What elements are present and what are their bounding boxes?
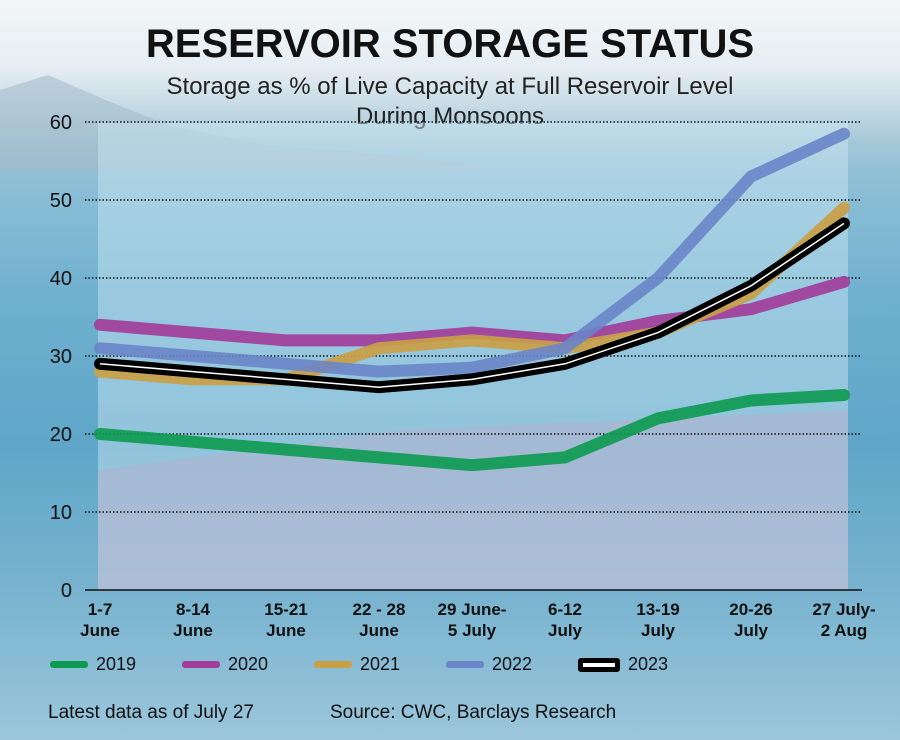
chart-subtitle: Storage as % of Live Capacity at Full Re… — [0, 72, 900, 132]
legend-item-2022: 2022 — [446, 654, 578, 675]
x-tick-label: 15-21 — [264, 600, 307, 619]
legend-item-2019: 2019 — [50, 654, 182, 675]
x-tick-label: 20-26 — [729, 600, 772, 619]
legend-label: 2022 — [492, 654, 533, 674]
y-tick-label: 30 — [50, 346, 72, 368]
x-tick-label: 5 July — [448, 621, 497, 640]
legend-label: 2019 — [96, 654, 137, 674]
y-tick-label: 50 — [50, 190, 72, 212]
y-tick-label: 40 — [50, 268, 72, 290]
x-tick-label: 13-19 — [636, 600, 679, 619]
legend-swatch — [314, 661, 352, 668]
x-tick-label: 27 July- — [812, 600, 875, 619]
x-tick-label: July — [548, 621, 583, 640]
legend-swatch — [446, 661, 484, 668]
legend-swatch — [50, 661, 88, 668]
x-tick-label: June — [80, 621, 120, 640]
legend-label: 2021 — [360, 654, 401, 674]
x-tick-label: June — [266, 621, 306, 640]
legend-item-2023: 2023 — [578, 654, 710, 675]
chart-title: RESERVOIR STORAGE STATUS — [145, 22, 755, 66]
line-chart: 0 10 20 30 40 50 60 1-7 June 8-14 June 15-21 June 22 … — [50, 112, 876, 640]
y-tick-label: 10 — [50, 502, 72, 524]
legend-swatch — [182, 661, 220, 668]
y-tick-label: 20 — [50, 424, 72, 446]
x-tick-label: 29 June- — [438, 600, 507, 619]
legend: 2019 2020 2021 2022 2023 — [50, 654, 710, 675]
x-tick-label: July — [734, 621, 769, 640]
x-tick-label: June — [173, 621, 213, 640]
x-tick-label: 22 - 28 — [353, 600, 406, 619]
footnote: Latest data as of July 27 — [48, 702, 254, 723]
source: Source: CWC, Barclays Research — [330, 702, 617, 723]
x-tick-label: 1-7 — [88, 600, 113, 619]
x-tick-label: July — [641, 621, 676, 640]
legend-item-2021: 2021 — [314, 654, 446, 675]
x-tick-label: June — [359, 621, 399, 640]
legend-swatch — [578, 657, 620, 672]
x-tick-label: 2 Aug — [821, 621, 868, 640]
legend-label: 2023 — [628, 654, 669, 674]
x-tick-label: 8-14 — [176, 600, 211, 619]
y-tick-label: 0 — [61, 580, 72, 602]
legend-item-2020: 2020 — [182, 654, 314, 675]
legend-label: 2020 — [228, 654, 269, 674]
x-tick-label: 6-12 — [548, 600, 582, 619]
y-tick-label: 60 — [50, 112, 72, 134]
subtitle-text: Storage as % of Live Capacity at Full Re… — [166, 73, 734, 130]
